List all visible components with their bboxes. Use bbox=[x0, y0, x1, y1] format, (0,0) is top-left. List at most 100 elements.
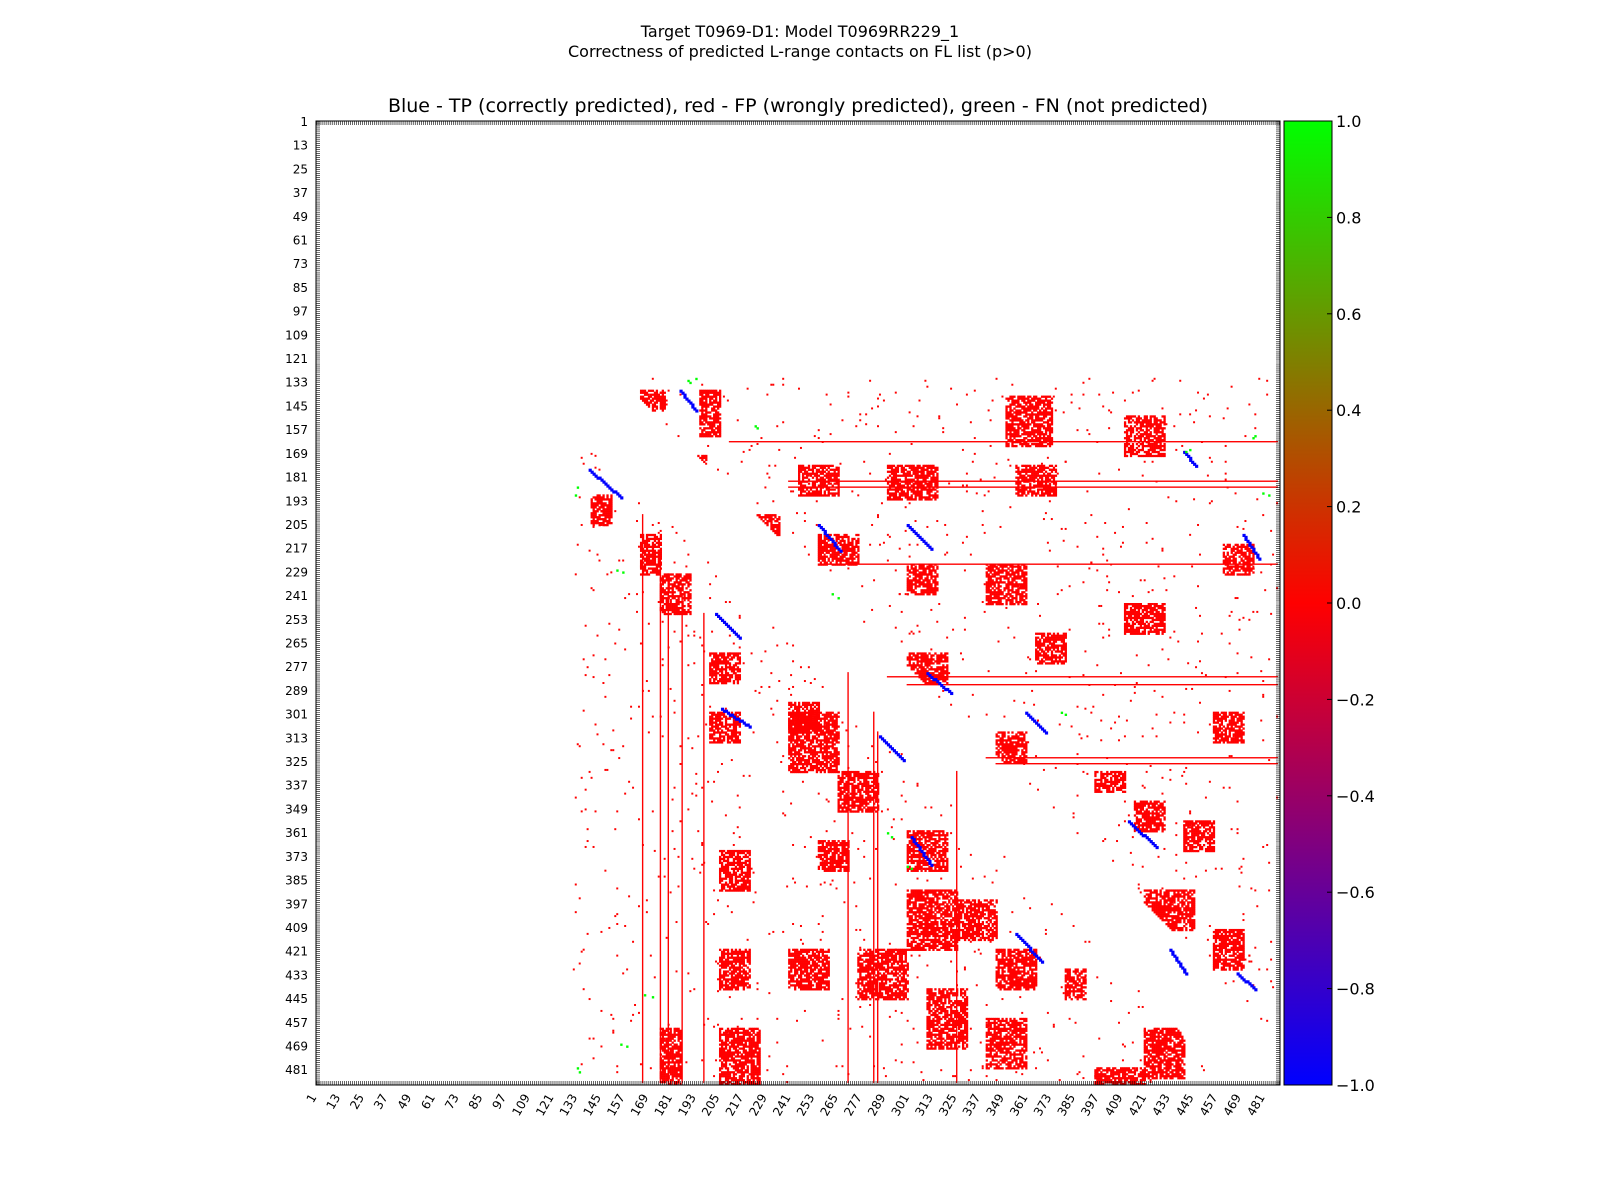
fp-cell bbox=[1007, 599, 1010, 602]
fp-cell bbox=[946, 660, 949, 663]
fp-cell bbox=[711, 431, 714, 434]
fp-cell bbox=[1019, 759, 1022, 762]
fp-cell bbox=[1143, 433, 1146, 436]
fp-cell bbox=[932, 565, 935, 568]
fp-cell bbox=[886, 470, 890, 473]
fp-cell bbox=[918, 573, 921, 576]
fp-cell bbox=[1206, 832, 1210, 835]
fp-cell bbox=[1040, 494, 1044, 497]
fp-cell bbox=[1027, 425, 1030, 428]
fp-cell bbox=[1050, 419, 1054, 422]
fp-cell bbox=[995, 581, 998, 584]
fp-cell bbox=[1125, 442, 1129, 446]
fp-cell bbox=[1191, 838, 1194, 841]
fp-cell bbox=[1123, 628, 1127, 631]
fp-cell bbox=[1191, 919, 1194, 922]
fp-cell bbox=[843, 549, 846, 552]
fp-cell bbox=[1013, 401, 1016, 404]
fp-cell bbox=[910, 474, 913, 477]
fp-cell bbox=[1133, 439, 1137, 442]
fp-cell bbox=[1005, 413, 1008, 416]
fp-cell bbox=[1131, 608, 1135, 612]
fp-cell bbox=[946, 668, 949, 671]
fp-cell bbox=[1139, 421, 1143, 424]
fp-cell bbox=[932, 662, 935, 665]
fp-cell bbox=[829, 545, 832, 548]
fp-cell bbox=[1232, 721, 1235, 724]
fp-cell bbox=[1149, 628, 1152, 631]
fp-cell bbox=[819, 539, 823, 543]
fp-cell bbox=[922, 472, 925, 475]
fp-cell bbox=[1046, 413, 1050, 416]
fp-cell bbox=[805, 707, 809, 710]
fp-cell bbox=[845, 559, 848, 562]
fp-cell bbox=[1153, 442, 1156, 446]
fp-cell bbox=[847, 547, 850, 550]
fp-cell bbox=[1167, 905, 1170, 908]
fp-cell bbox=[1044, 656, 1048, 659]
fp-cell bbox=[1232, 569, 1235, 572]
fp-cell bbox=[768, 516, 771, 519]
fp-cell bbox=[934, 587, 937, 590]
fp-cell bbox=[906, 472, 909, 475]
fp-cell bbox=[1129, 415, 1133, 418]
fp-cell bbox=[1137, 622, 1141, 626]
fp-cell bbox=[1112, 788, 1115, 791]
fp-cell bbox=[1236, 725, 1239, 728]
fp-cell bbox=[799, 717, 803, 720]
fp-cell bbox=[910, 468, 913, 471]
fp-cell bbox=[1234, 569, 1237, 572]
fp-cell bbox=[1155, 423, 1158, 426]
fp-cell bbox=[1159, 604, 1162, 608]
fp-cell bbox=[1242, 711, 1245, 714]
fp-cell bbox=[999, 585, 1002, 588]
fp-cell bbox=[1048, 482, 1052, 485]
fp-cell bbox=[928, 474, 931, 477]
fp-cell bbox=[922, 567, 925, 570]
fp-cell bbox=[1021, 423, 1024, 426]
fp-cell bbox=[809, 474, 813, 477]
fp-cell bbox=[902, 494, 905, 497]
fp-cell bbox=[1021, 492, 1024, 495]
fp-cell bbox=[1185, 832, 1188, 835]
fp-cell bbox=[1035, 642, 1038, 645]
fp-cell bbox=[1246, 561, 1249, 564]
fp-cell bbox=[1135, 417, 1139, 420]
fp-cell bbox=[821, 539, 824, 543]
fp-cell bbox=[641, 395, 645, 398]
fp-cell bbox=[1216, 715, 1220, 718]
fp-cell bbox=[805, 492, 809, 495]
fp-cell bbox=[1147, 439, 1150, 442]
fp-cell bbox=[993, 573, 996, 576]
fp-cell bbox=[1058, 650, 1062, 653]
fp-cell bbox=[922, 593, 925, 596]
fp-cell bbox=[997, 745, 1000, 748]
fp-cell bbox=[1234, 739, 1237, 742]
fp-cell bbox=[1139, 433, 1143, 436]
fp-cell bbox=[916, 662, 919, 665]
fp-cell bbox=[1062, 640, 1065, 643]
fp-cell bbox=[993, 591, 996, 594]
fp-cell bbox=[932, 496, 935, 499]
fp-cell bbox=[649, 393, 653, 396]
fp-cell bbox=[936, 674, 939, 677]
fp-cell bbox=[835, 472, 838, 475]
fp-cell bbox=[926, 587, 929, 590]
fp-cell bbox=[938, 660, 941, 663]
fp-cell bbox=[908, 470, 911, 473]
fp-cell bbox=[888, 498, 892, 501]
fp-cell bbox=[1151, 448, 1154, 452]
fp-cell bbox=[1230, 946, 1233, 949]
fp-cell bbox=[1143, 822, 1146, 825]
fp-cell bbox=[1222, 936, 1225, 940]
fp-cell bbox=[1007, 751, 1010, 754]
fp-cell bbox=[1155, 450, 1158, 454]
fp-cell bbox=[908, 585, 911, 588]
fp-cell bbox=[894, 492, 898, 495]
fp-cell bbox=[1050, 464, 1054, 467]
fp-cell bbox=[989, 595, 992, 598]
fp-cell bbox=[1161, 895, 1164, 898]
fp-cell bbox=[1145, 901, 1148, 904]
fp-cell bbox=[1040, 654, 1044, 657]
